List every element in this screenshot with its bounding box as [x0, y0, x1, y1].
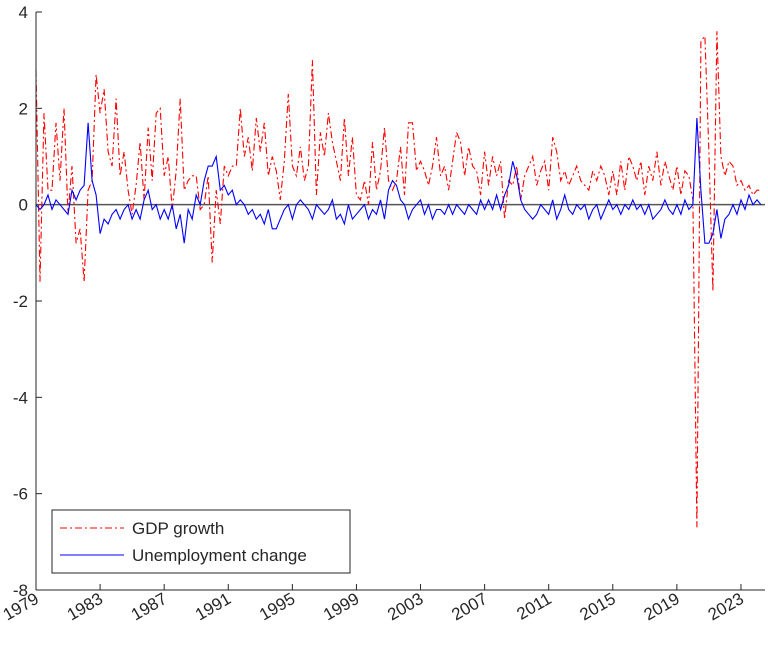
data-line: [35, 31, 761, 528]
x-tick-label: 2023: [705, 589, 747, 624]
y-tick-label: 2: [19, 99, 28, 118]
y-tick-label: 4: [19, 3, 28, 22]
y-tick-label: -6: [13, 485, 28, 504]
x-tick-label: 1983: [64, 589, 106, 624]
legend-box: [51, 509, 351, 574]
y-tick-label: -2: [13, 292, 28, 311]
legend-label: Unemployment change: [132, 546, 307, 565]
y-tick-label: -8: [13, 581, 28, 600]
x-tick-label: 2003: [384, 589, 426, 624]
y-tick-label: 0: [19, 196, 28, 215]
x-tick-label: 2011: [514, 589, 555, 624]
x-tick-label: 2015: [577, 589, 619, 624]
x-tick-label: 1991: [192, 589, 234, 624]
legend: GDP growth Unemployment change: [51, 509, 351, 574]
x-tick-label: 1995: [256, 589, 298, 624]
x-tick-label: 1999: [320, 589, 362, 624]
y-tick-label: -4: [13, 388, 28, 407]
data-line: [35, 117, 762, 244]
x-tick-label: 2007: [448, 589, 490, 624]
legend-label: GDP growth: [132, 519, 224, 538]
x-tick-label: 2019: [641, 589, 683, 624]
x-tick-label: 1987: [128, 589, 170, 624]
